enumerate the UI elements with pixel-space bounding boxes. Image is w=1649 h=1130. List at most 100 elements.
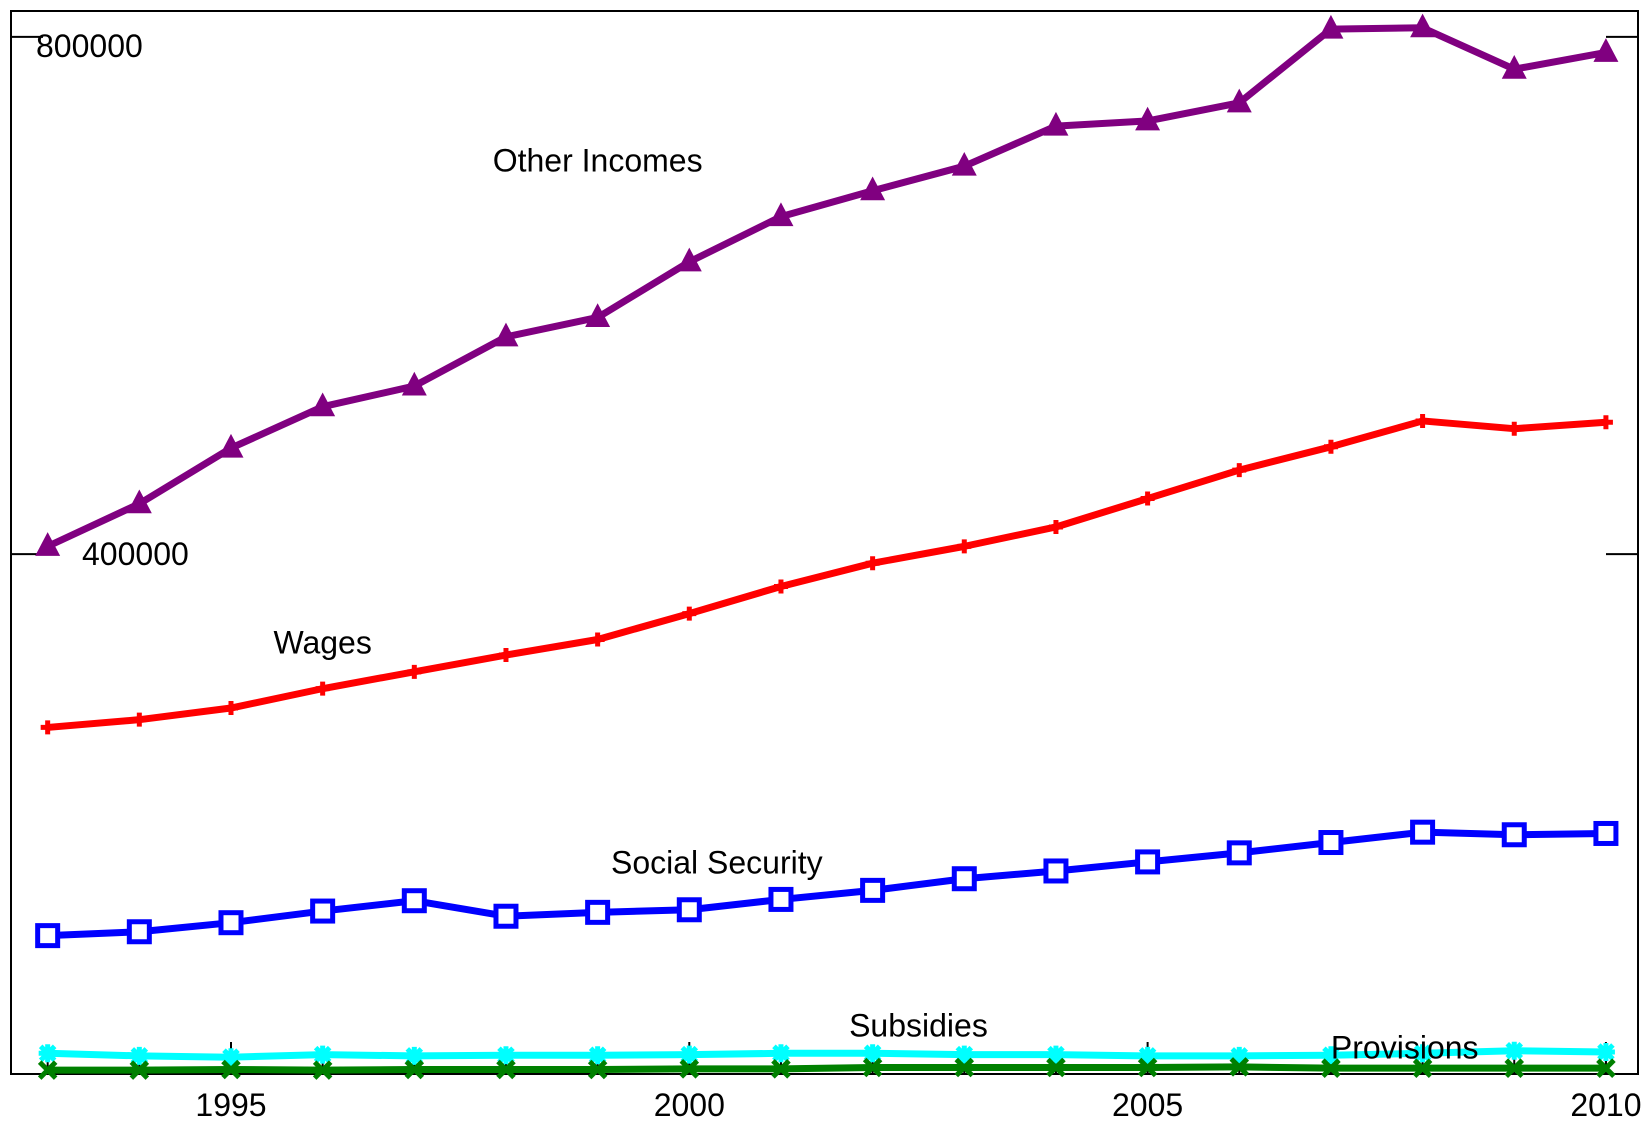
data-point	[1048, 519, 1063, 534]
data-point	[585, 899, 611, 925]
data-point	[35, 923, 61, 949]
series-label-other-incomes: Other Incomes	[493, 142, 703, 178]
data-point	[496, 1046, 515, 1065]
data-point	[218, 910, 244, 936]
series-subsidies	[38, 1041, 1615, 1067]
data-point	[1410, 13, 1436, 38]
data-point	[130, 1046, 149, 1065]
series-line-wages	[47, 417, 1607, 731]
data-point	[862, 1057, 883, 1078]
data-point	[954, 1057, 975, 1078]
data-point	[1501, 54, 1527, 79]
data-point	[957, 539, 972, 554]
data-point	[405, 1046, 424, 1065]
data-point	[126, 489, 152, 514]
data-point	[1323, 439, 1338, 454]
data-point	[585, 303, 611, 327]
data-point	[768, 202, 794, 227]
data-point	[1226, 840, 1252, 866]
data-point	[1504, 1058, 1525, 1078]
data-point	[404, 1059, 425, 1080]
data-point	[38, 1044, 57, 1063]
data-point	[1230, 1046, 1249, 1065]
data-point	[865, 556, 880, 571]
data-point	[1501, 822, 1527, 848]
data-point	[1318, 14, 1344, 39]
data-point	[768, 886, 794, 912]
y-axis-ticks: 400000 800000	[11, 28, 1638, 572]
data-point	[955, 1045, 974, 1064]
data-point	[313, 1045, 332, 1064]
data-point	[588, 1046, 607, 1065]
data-point	[40, 720, 55, 735]
series-other-incomes	[35, 13, 1619, 556]
data-point	[1229, 1057, 1250, 1077]
data-point	[315, 681, 330, 696]
data-point	[1226, 88, 1252, 113]
data-point	[221, 1048, 240, 1067]
data-point	[1135, 849, 1161, 875]
series-line-subsidies	[47, 1047, 1606, 1061]
data-point	[129, 1060, 150, 1080]
data-point	[407, 664, 422, 679]
data-point	[679, 1059, 700, 1079]
data-point	[1232, 463, 1247, 478]
data-point	[1410, 819, 1436, 845]
data-point	[1413, 1044, 1432, 1063]
data-point	[312, 1060, 333, 1080]
data-point	[218, 433, 244, 458]
series-label-subsidies: Subsidies	[849, 1007, 988, 1043]
data-point	[498, 648, 513, 663]
data-point	[1138, 1046, 1157, 1065]
x-tick-label: 2005	[1112, 1087, 1183, 1123]
y-tick-label: 400000	[82, 536, 189, 572]
data-point	[951, 151, 977, 176]
data-point	[680, 1045, 699, 1064]
plot-frame	[10, 10, 1639, 1075]
data-point	[1318, 830, 1344, 856]
data-point	[1135, 106, 1161, 131]
data-point	[1321, 1058, 1341, 1078]
data-point	[676, 897, 702, 923]
series-label-wages: Wages	[273, 625, 371, 661]
series-social-security	[35, 819, 1619, 949]
series-wages	[40, 413, 1613, 735]
data-point	[1046, 1045, 1065, 1064]
data-point	[590, 632, 605, 647]
data-point	[35, 532, 61, 556]
x-tick-label: 2010	[1570, 1087, 1641, 1123]
data-point	[310, 392, 336, 417]
y-tick-label: 800000	[36, 28, 143, 64]
data-point	[1043, 111, 1069, 136]
data-point	[401, 888, 427, 914]
data-point	[682, 606, 697, 621]
data-point	[1140, 491, 1155, 506]
series-layer	[35, 13, 1619, 1080]
x-tick-label: 2000	[654, 1087, 725, 1123]
series-label-provisions: Provisions	[1331, 1029, 1479, 1065]
data-point	[1046, 1057, 1066, 1078]
data-point	[1596, 1043, 1615, 1062]
series-line-provisions	[47, 1063, 1606, 1074]
data-point	[771, 1059, 791, 1079]
data-point	[401, 371, 427, 396]
data-point	[1507, 421, 1522, 436]
data-point	[223, 701, 238, 716]
data-point	[1321, 1046, 1340, 1065]
data-point	[1043, 858, 1069, 884]
data-point	[310, 898, 336, 924]
data-point	[221, 1059, 241, 1080]
data-point	[1505, 1041, 1524, 1060]
series-label-social-security: Social Security	[611, 845, 823, 881]
data-point	[863, 1044, 882, 1063]
x-tick-label: 1995	[195, 1087, 266, 1123]
data-point	[1593, 820, 1619, 846]
data-point	[951, 866, 977, 892]
data-point	[860, 176, 886, 201]
data-point	[676, 247, 702, 272]
series-provisions	[37, 1057, 1616, 1080]
series-line-other-incomes	[46, 24, 1607, 550]
data-point	[773, 579, 788, 594]
data-point	[132, 712, 147, 727]
